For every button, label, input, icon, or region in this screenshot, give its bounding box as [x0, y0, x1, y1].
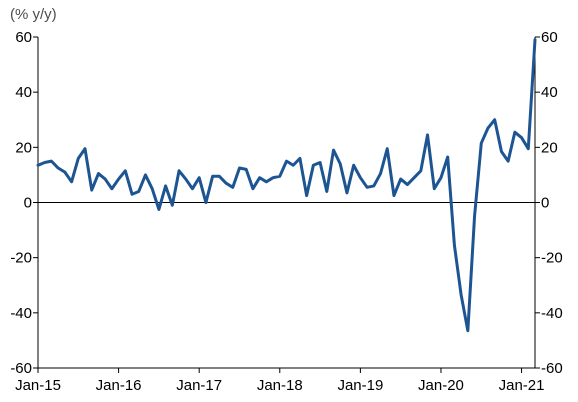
y-tick-label-right: 0 [541, 195, 549, 212]
y-tick-label-right: -40 [541, 305, 563, 322]
y-tick-label-left: 0 [24, 195, 32, 212]
x-tick-label: Jan-18 [257, 377, 303, 394]
x-tick-label: Jan-19 [337, 377, 383, 394]
x-tick-label: Jan-15 [15, 377, 61, 394]
y-tick-label-left: -20 [10, 250, 32, 267]
y-tick-label-right: 60 [541, 29, 558, 46]
y-tick-label-right: 40 [541, 84, 558, 101]
y-tick-label-right: -60 [541, 360, 563, 377]
y-axis-unit-label: (% y/y) [10, 6, 57, 23]
y-tick-label-left: 40 [15, 84, 32, 101]
y-tick-label-right: -20 [541, 250, 563, 267]
x-tick-label: Jan-16 [96, 377, 142, 394]
x-tick-label: Jan-17 [176, 377, 222, 394]
series-line [36, 38, 537, 333]
y-tick-label-left: 20 [15, 139, 32, 156]
y-tick-label-left: -60 [10, 360, 32, 377]
x-tick-label: Jan-20 [418, 377, 464, 394]
y-tick-label-left: -40 [10, 305, 32, 322]
y-tick-label-left: 60 [15, 29, 32, 46]
x-tick-label: Jan-21 [499, 377, 545, 394]
y-tick-label-right: 20 [541, 139, 558, 156]
